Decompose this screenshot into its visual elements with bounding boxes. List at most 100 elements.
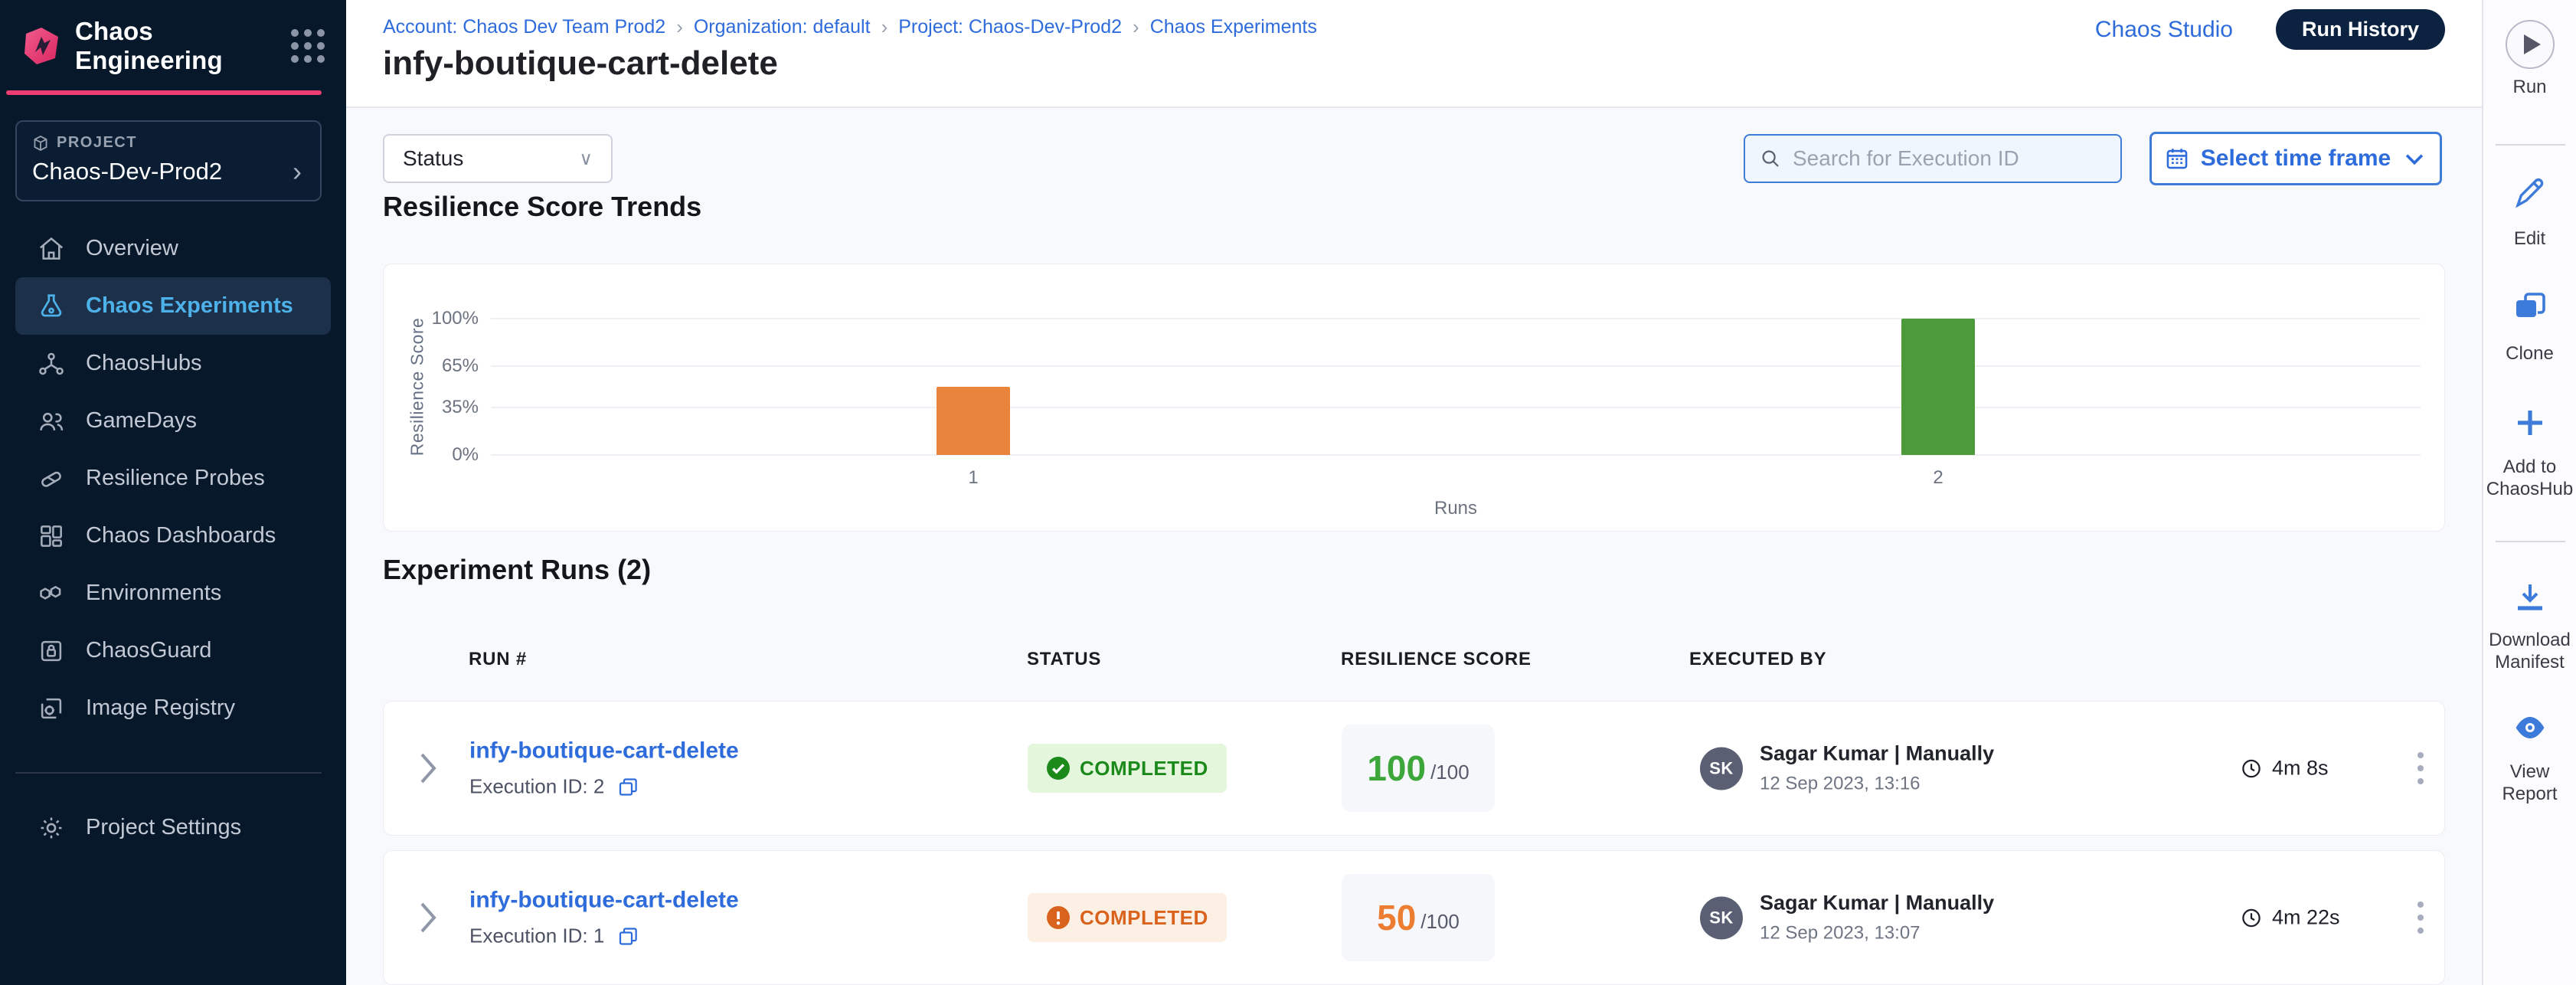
sidebar-item-label: Overview xyxy=(86,236,178,260)
cube-icon xyxy=(34,135,47,151)
score-value: 100 xyxy=(1367,748,1427,788)
view-report-label: View Report xyxy=(2502,761,2558,804)
expand-row-icon[interactable] xyxy=(414,751,442,785)
gear-icon xyxy=(37,813,66,843)
sidebar-divider xyxy=(15,772,322,774)
execution-id: Execution ID: 2 xyxy=(469,774,605,798)
toolbar-divider xyxy=(2496,541,2565,542)
resilience-score: 100 /100 xyxy=(1342,725,1495,812)
experiment-run-row[interactable]: infy-boutique-cart-delete Execution ID: … xyxy=(383,701,2445,836)
project-name: Chaos-Dev-Prod2 xyxy=(32,158,223,185)
run-duration: 4m 8s xyxy=(2240,757,2329,780)
column-header-resilience-score: RESILIENCE SCORE xyxy=(1341,649,1532,669)
chart-y-tick: 35% xyxy=(441,396,479,417)
chart-gridline xyxy=(491,454,2421,456)
row-menu-icon[interactable] xyxy=(2405,896,2436,939)
run-button-label: Run xyxy=(2512,77,2547,97)
sidebar-item-overview[interactable]: Overview xyxy=(15,220,331,277)
add-to-chaoshub-label: Add to ChaosHub xyxy=(2486,457,2574,499)
chart-y-axis-title: Resilience Score xyxy=(407,317,427,457)
avatar: SK xyxy=(1700,747,1743,790)
sidebar-item-chaosguard[interactable]: ChaosGuard xyxy=(15,622,331,679)
run-name-link[interactable]: infy-boutique-cart-delete xyxy=(469,887,739,913)
sidebar-item-label: Chaos Experiments xyxy=(86,293,293,318)
expand-row-icon[interactable] xyxy=(414,901,442,934)
sidebar: Chaos Engineering PROJECT Chaos-Dev-Prod… xyxy=(0,0,346,985)
chart-bar-run-1[interactable] xyxy=(937,387,1010,455)
eye-icon[interactable] xyxy=(2512,709,2548,746)
download-manifest-label: Download Manifest xyxy=(2489,630,2571,672)
status-filter-dropdown[interactable]: Status ∨ xyxy=(383,134,613,183)
module-switcher-icon[interactable] xyxy=(291,29,325,63)
column-header-status: STATUS xyxy=(1027,649,1102,669)
sidebar-item-chaos-experiments[interactable]: Chaos Experiments xyxy=(15,277,331,335)
chart-plot: Resilience Score Runs 0% 35% 65% 100% 1 2 xyxy=(407,308,2421,519)
project-selector[interactable]: PROJECT Chaos-Dev-Prod2 › xyxy=(15,120,322,201)
people-icon xyxy=(37,407,66,436)
run-history-tab[interactable]: Run History xyxy=(2275,9,2445,50)
copy-icon[interactable] xyxy=(616,924,639,947)
sidebar-nav: Overview Chaos Experiments ChaosHubs xyxy=(15,220,331,737)
page-header: Account: Chaos Dev Team Prod2 › Organiza… xyxy=(346,0,2482,108)
breadcrumb-organization[interactable]: Organization: default xyxy=(693,16,871,38)
check-circle-icon xyxy=(1047,757,1070,780)
chevron-down-icon xyxy=(2405,154,2424,165)
chart-bar-run-2[interactable] xyxy=(1901,319,1975,455)
search-input[interactable] xyxy=(1793,146,2107,171)
search-box xyxy=(1744,134,2122,183)
run-button[interactable] xyxy=(2505,20,2555,69)
clone-label: Clone xyxy=(2506,343,2554,364)
sidebar-item-label: Resilience Probes xyxy=(86,466,265,490)
sidebar-item-chaoshubs[interactable]: ChaosHubs xyxy=(15,335,331,392)
chart-gridline xyxy=(491,318,2421,319)
resilience-trends-chart-card: Resilience Score Runs 0% 35% 65% 100% 1 2 xyxy=(383,263,2445,532)
sidebar-item-chaos-dashboards[interactable]: Chaos Dashboards xyxy=(15,507,331,564)
sidebar-item-gamedays[interactable]: GameDays xyxy=(15,392,331,450)
dashboard-icon xyxy=(37,522,66,551)
row-menu-icon[interactable] xyxy=(2405,747,2436,790)
chart-x-tick: 2 xyxy=(1933,467,1943,488)
lock-icon xyxy=(37,636,66,666)
chevron-right-icon: › xyxy=(293,155,302,187)
copy-icon[interactable] xyxy=(616,775,639,798)
sidebar-item-resilience-probes[interactable]: Resilience Probes xyxy=(15,450,331,507)
download-icon[interactable] xyxy=(2512,579,2548,616)
run-name-block: infy-boutique-cart-delete Execution ID: … xyxy=(469,738,739,799)
score-value: 50 xyxy=(1377,898,1417,938)
avatar: SK xyxy=(1700,896,1743,939)
probe-icon xyxy=(37,464,66,493)
edit-label: Edit xyxy=(2513,228,2546,249)
status-text: COMPLETED xyxy=(1080,905,1208,929)
sidebar-item-label: GameDays xyxy=(86,408,198,433)
chevron-right-icon: › xyxy=(881,15,888,38)
duration-text: 4m 8s xyxy=(2272,756,2329,780)
breadcrumb-project[interactable]: Project: Chaos-Dev-Prod2 xyxy=(898,16,1123,38)
trends-section-title: Resilience Score Trends xyxy=(383,191,702,222)
sidebar-item-image-registry[interactable]: Image Registry xyxy=(15,679,331,737)
play-icon xyxy=(2523,34,2541,54)
registry-icon xyxy=(37,694,66,723)
content-area: Status ∨ Select time frame Resilience Sc… xyxy=(346,108,2482,985)
clone-icon[interactable] xyxy=(2512,290,2548,326)
sidebar-item-environments[interactable]: Environments xyxy=(15,564,331,622)
calendar-icon xyxy=(2166,149,2188,169)
chart-gridline xyxy=(491,365,2421,368)
plus-icon[interactable] xyxy=(2512,404,2548,441)
executed-by: SK Sagar Kumar | Manually 12 Sep 2023, 1… xyxy=(1700,742,1994,795)
time-frame-button[interactable]: Select time frame xyxy=(2149,132,2442,185)
breadcrumb-chaos-experiments[interactable]: Chaos Experiments xyxy=(1149,16,1317,38)
brand-underline xyxy=(6,90,322,95)
experiment-run-row[interactable]: infy-boutique-cart-delete Execution ID: … xyxy=(383,850,2445,985)
executed-by-name: Sagar Kumar | Manually xyxy=(1760,891,1995,915)
edit-icon[interactable] xyxy=(2512,175,2548,211)
home-icon xyxy=(37,234,66,263)
chart-y-tick: 100% xyxy=(431,308,479,329)
executed-by: SK Sagar Kumar | Manually 12 Sep 2023, 1… xyxy=(1700,892,1994,944)
chaos-studio-tab[interactable]: Chaos Studio xyxy=(2094,16,2233,42)
sidebar-item-project-settings[interactable]: Project Settings xyxy=(15,799,331,856)
network-icon xyxy=(37,349,66,378)
brand-row: Chaos Engineering xyxy=(21,17,325,74)
breadcrumb-account[interactable]: Account: Chaos Dev Team Prod2 xyxy=(383,16,666,38)
run-duration: 4m 22s xyxy=(2240,906,2340,930)
run-name-link[interactable]: infy-boutique-cart-delete xyxy=(469,738,739,764)
